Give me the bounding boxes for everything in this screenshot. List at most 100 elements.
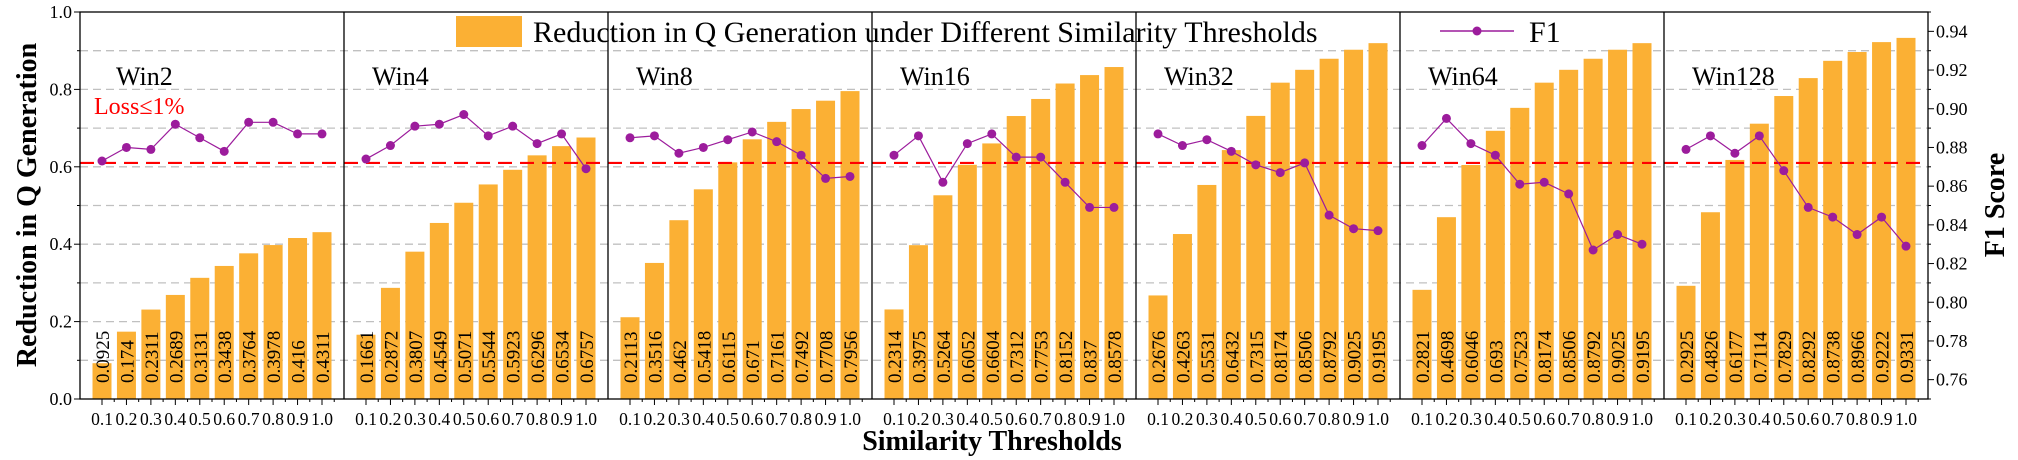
bar — [312, 232, 332, 399]
bar — [620, 317, 640, 399]
y2-tick-label: 0.90 — [1936, 99, 1968, 119]
bar — [1559, 69, 1579, 399]
bar-value-label: 0.5418 — [694, 331, 715, 383]
f1-point — [938, 177, 948, 187]
bar-value-label: 0.3807 — [406, 331, 427, 383]
f1-point — [317, 129, 327, 139]
f1-point — [1637, 239, 1647, 249]
bar-value-label: 0.8152 — [1056, 331, 1077, 383]
bar — [288, 238, 308, 399]
y-tick-label: 0.0 — [50, 389, 73, 409]
bar-value-label: 0.9025 — [1609, 331, 1630, 383]
x-tick-label: 0.3 — [932, 409, 954, 429]
x-tick-label: 0.5 — [981, 409, 1003, 429]
bar — [190, 277, 210, 399]
x-tick-label: 0.7 — [1294, 409, 1316, 429]
bar-value-label: 0.6115 — [719, 331, 740, 383]
bar-value-label: 0.9331 — [1897, 331, 1918, 383]
x-tick-label: 1.0 — [311, 409, 333, 429]
x-tick-label: 0.1 — [883, 409, 905, 429]
x-tick-label: 1.0 — [1367, 409, 1389, 429]
bar-value-labels: 0.0925 0.174 0.2311 0.2689 0.3131 0.3438 0.376… — [93, 330, 1918, 383]
bar-value-label: 0.6046 — [1462, 331, 1483, 383]
bar — [1412, 289, 1432, 399]
f1-point — [1515, 179, 1525, 189]
x-tick-label: 0.1 — [1675, 409, 1697, 429]
bar — [908, 245, 928, 399]
f1-point — [146, 144, 156, 154]
bar — [1676, 285, 1696, 399]
bar-value-label: 0.5071 — [455, 331, 476, 383]
x-tick-label: 0.6 — [1005, 409, 1027, 429]
y-tick-label: 0.4 — [50, 234, 73, 254]
y-tick-label: 0.6 — [50, 157, 73, 177]
bar-value-label: 0.5923 — [504, 331, 525, 383]
f1-point — [1588, 245, 1598, 255]
f1-point — [1300, 158, 1310, 168]
bar-value-label: 0.693 — [1486, 340, 1507, 383]
x-tick-label: 0.5 — [1773, 409, 1795, 429]
bar-value-label: 0.8792 — [1584, 331, 1605, 383]
f1-point — [97, 156, 107, 166]
f1-point — [845, 171, 855, 181]
bar-value-label: 0.8792 — [1320, 331, 1341, 383]
f1-point — [1275, 168, 1285, 178]
panel-names: Win2 Win4 Win8 Win16 Win32 Win64 Win128 — [116, 62, 1775, 91]
x-tick-label: 0.3 — [1460, 409, 1482, 429]
f1-lines — [97, 110, 1911, 255]
x-tick-label: 0.1 — [355, 409, 377, 429]
x-tick-label: 0.5 — [189, 409, 211, 429]
bar — [380, 287, 400, 399]
bar — [1534, 82, 1554, 399]
x-tick-label: 0.8 — [1318, 409, 1340, 429]
f1-point — [1681, 144, 1691, 154]
bar-value-label: 0.7829 — [1775, 331, 1796, 383]
bar-value-label: 0.2872 — [381, 331, 402, 383]
x-axis-title: Similarity Thresholds — [862, 426, 1122, 457]
f1-point — [1060, 177, 1070, 187]
f1-point — [698, 142, 708, 152]
bar-value-label: 0.2113 — [621, 331, 642, 383]
bar — [1319, 58, 1339, 399]
bar-value-label: 0.0925 — [93, 331, 114, 383]
y2-tick-label: 0.92 — [1936, 60, 1968, 80]
f1-point — [434, 119, 444, 129]
bar-value-label: 0.6757 — [577, 331, 598, 383]
f1-point — [987, 129, 997, 139]
x-tick-label: 0.8 — [1846, 409, 1868, 429]
f1-point — [1877, 212, 1887, 222]
bar — [791, 109, 811, 399]
axes: 0.1 0.2 0.3 0.4 0.5 0.6 0.7 0.8 0.9 1.0 0.1 0.2 0.3 0… — [50, 2, 1968, 429]
x-tick-label: 0.9 — [1079, 409, 1101, 429]
x-tick-label: 0.9 — [551, 409, 573, 429]
x-tick-label: 0.8 — [526, 409, 548, 429]
bar — [816, 100, 836, 399]
x-tick-label: 0.5 — [1245, 409, 1267, 429]
x-tick-label: 0.3 — [140, 409, 162, 429]
f1-point — [723, 135, 733, 145]
bar-value-label: 0.2676 — [1149, 331, 1170, 383]
panel-name: Win32 — [1164, 62, 1234, 91]
y2-tick-label: 0.76 — [1936, 370, 1968, 390]
x-tick-label: 0.2 — [644, 409, 666, 429]
bar-value-label: 0.7161 — [768, 331, 789, 383]
bar — [767, 121, 787, 400]
bar — [1749, 123, 1769, 399]
f1-line — [893, 133, 1114, 209]
f1-point — [1177, 141, 1187, 151]
f1-point — [1349, 224, 1359, 234]
f1-point — [1803, 202, 1813, 212]
x-tick-label: 0.6 — [213, 409, 235, 429]
bar-value-label: 0.4826 — [1701, 331, 1722, 383]
x-tick-label: 0.5 — [717, 409, 739, 429]
x-tick-label: 0.3 — [668, 409, 690, 429]
bar-value-label: 0.671 — [743, 340, 764, 383]
f1-point — [1373, 226, 1383, 236]
x-tick-label: 0.2 — [1700, 409, 1722, 429]
bar-value-label: 0.9222 — [1873, 331, 1894, 383]
panel-name: Win16 — [900, 62, 970, 91]
bar-value-label: 0.3978 — [264, 331, 285, 383]
bar — [1632, 43, 1652, 399]
y2-tick-label: 0.84 — [1936, 215, 1968, 235]
f1-point — [1251, 160, 1261, 170]
